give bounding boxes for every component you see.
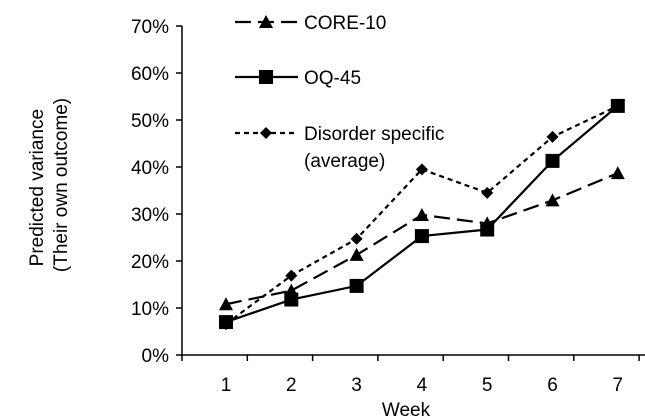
x-tick-label: 7 — [613, 375, 624, 396]
data-point — [545, 193, 560, 207]
legend-item-1: CORE-10 — [235, 13, 386, 34]
data-point — [611, 99, 624, 112]
data-point — [414, 229, 429, 244]
legend-item-2: OQ-45 — [235, 68, 361, 89]
y-axis: 0% 10% 20% 30% 40% 50% 60% 70% — [131, 17, 183, 367]
series-3 — [220, 99, 624, 330]
data-point — [349, 247, 364, 261]
data-point — [220, 317, 232, 330]
data-point — [219, 297, 233, 311]
legend: CORE-10 OQ-45 Disorder specific (average) — [235, 13, 444, 172]
legend-label: (average) — [304, 151, 385, 172]
data-point — [284, 292, 299, 307]
data-point — [610, 166, 625, 180]
y-tick-label: 50% — [131, 111, 169, 132]
x-tick-label: 4 — [417, 375, 428, 396]
legend-item-3: Disorder specific (average) — [235, 124, 444, 172]
y-tick-label: 30% — [131, 205, 169, 226]
data-point — [481, 186, 494, 199]
legend-marker — [260, 127, 272, 139]
y-tick-label: 10% — [131, 299, 169, 320]
y-axis-title-line-1: Predicted variance — [27, 109, 48, 266]
x-tick-label: 5 — [482, 375, 493, 396]
series-layer — [219, 98, 625, 330]
x-tick-label: 2 — [286, 375, 297, 396]
data-point — [480, 222, 495, 237]
y-axis-title: Predicted variance (Their own outcome) — [27, 98, 72, 272]
legend-marker — [259, 70, 273, 84]
data-point — [350, 232, 363, 245]
data-point — [349, 278, 364, 293]
series-2 — [219, 98, 625, 330]
data-point — [545, 153, 560, 168]
y-tick-label: 70% — [131, 17, 169, 38]
x-axis-title: Week — [382, 400, 431, 420]
data-point — [546, 130, 559, 143]
y-tick-label: 0% — [142, 346, 170, 367]
data-point — [414, 207, 429, 221]
y-tick-label: 60% — [131, 64, 169, 85]
x-tick-label: 6 — [547, 375, 558, 396]
y-tick-label: 20% — [131, 252, 169, 273]
data-point — [415, 163, 428, 176]
data-point — [285, 269, 298, 282]
y-axis-title-line-2: (Their own outcome) — [51, 98, 72, 272]
legend-label: OQ-45 — [304, 68, 361, 89]
legend-label: Disorder specific — [304, 124, 444, 145]
x-axis: 1 2 3 4 5 6 7 — [181, 354, 645, 396]
x-tick-label: 3 — [351, 375, 362, 396]
legend-marker — [259, 15, 273, 28]
legend-label: CORE-10 — [304, 13, 386, 34]
y-tick-label: 40% — [131, 158, 169, 179]
x-tick-label: 1 — [221, 375, 232, 396]
